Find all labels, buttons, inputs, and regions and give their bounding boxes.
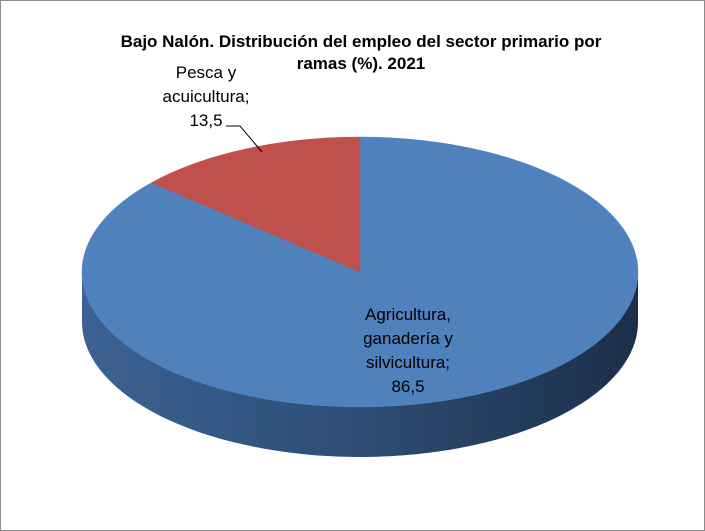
chart-title-line-1: Bajo Nalón. Distribución del empleo del … <box>120 32 602 51</box>
data-label-agricultura: Agricultura, ganadería y silvicultura; 86,5 <box>363 305 453 396</box>
labels-layer: Agricultura, ganadería y silvicultura; 86,5… <box>163 63 454 396</box>
data-label-agricultura-line-0: Agricultura, <box>365 305 451 324</box>
leader-line-pesca <box>226 125 263 153</box>
data-label-pesca: Pesca y acuicultura; 13,5 <box>163 63 250 130</box>
data-label-pesca-line-0: Pesca y <box>176 63 237 82</box>
chart-title: Bajo Nalón. Distribución del empleo del … <box>91 31 631 75</box>
data-label-agricultura-line-3: 86,5 <box>391 377 424 396</box>
data-label-pesca-line-1: acuicultura; <box>163 87 250 106</box>
data-label-agricultura-line-1: ganadería y <box>363 329 453 348</box>
pie-side-0-0 <box>82 272 638 457</box>
data-label-agricultura-line-2: silvicultura; <box>366 353 450 372</box>
chart-title-line-2: ramas (%). 2021 <box>296 54 426 73</box>
pie-slice-1 <box>150 136 361 273</box>
slices-layer <box>81 136 639 457</box>
data-label-pesca-line-2: 13,5 <box>189 111 222 130</box>
